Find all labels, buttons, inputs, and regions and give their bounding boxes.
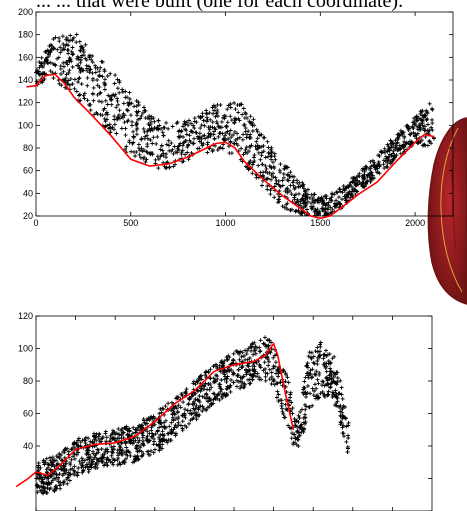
x-tick-label: 500 xyxy=(123,218,138,228)
y-tick-label: 20 xyxy=(23,211,33,221)
organ-render-image xyxy=(427,117,467,305)
y-tick-label: 120 xyxy=(18,98,33,108)
scatter-points xyxy=(34,335,351,496)
plot-data xyxy=(34,335,351,496)
organ-shape xyxy=(427,117,467,305)
figure-caption: ... ... that were built (one for each co… xyxy=(36,0,404,12)
plot-frame xyxy=(35,11,454,217)
plot-data xyxy=(34,32,436,216)
y-tick-label: 200 xyxy=(18,7,33,17)
y-tick-label: 40 xyxy=(23,441,33,451)
fit-line xyxy=(15,341,295,488)
y-tick-label: 160 xyxy=(18,52,33,62)
x-tick-label: 2000 xyxy=(405,218,425,228)
x-tick-label: 1500 xyxy=(310,218,330,228)
y-tick-label: 180 xyxy=(18,30,33,40)
fit-line xyxy=(26,73,435,220)
scatter-points xyxy=(34,32,436,216)
organ-surface-ridge xyxy=(440,127,463,293)
y-tick-label: 60 xyxy=(23,409,33,419)
y-tick-label: 80 xyxy=(23,376,33,386)
plot-frame xyxy=(35,315,433,511)
chart-bottom: 40 60 80 100 120 xyxy=(15,311,433,511)
y-tick-label: 100 xyxy=(18,120,33,130)
y-tick-label: 80 xyxy=(23,143,33,153)
x-tick-label: 0 xyxy=(33,218,38,228)
y-tick-label: 60 xyxy=(23,166,33,176)
x-tick-label: 1000 xyxy=(216,218,236,228)
y-tick-label: 40 xyxy=(23,188,33,198)
y-tick-label: 140 xyxy=(18,75,33,85)
y-tick-label: 100 xyxy=(18,344,33,354)
y-tick-label: 120 xyxy=(18,311,33,321)
